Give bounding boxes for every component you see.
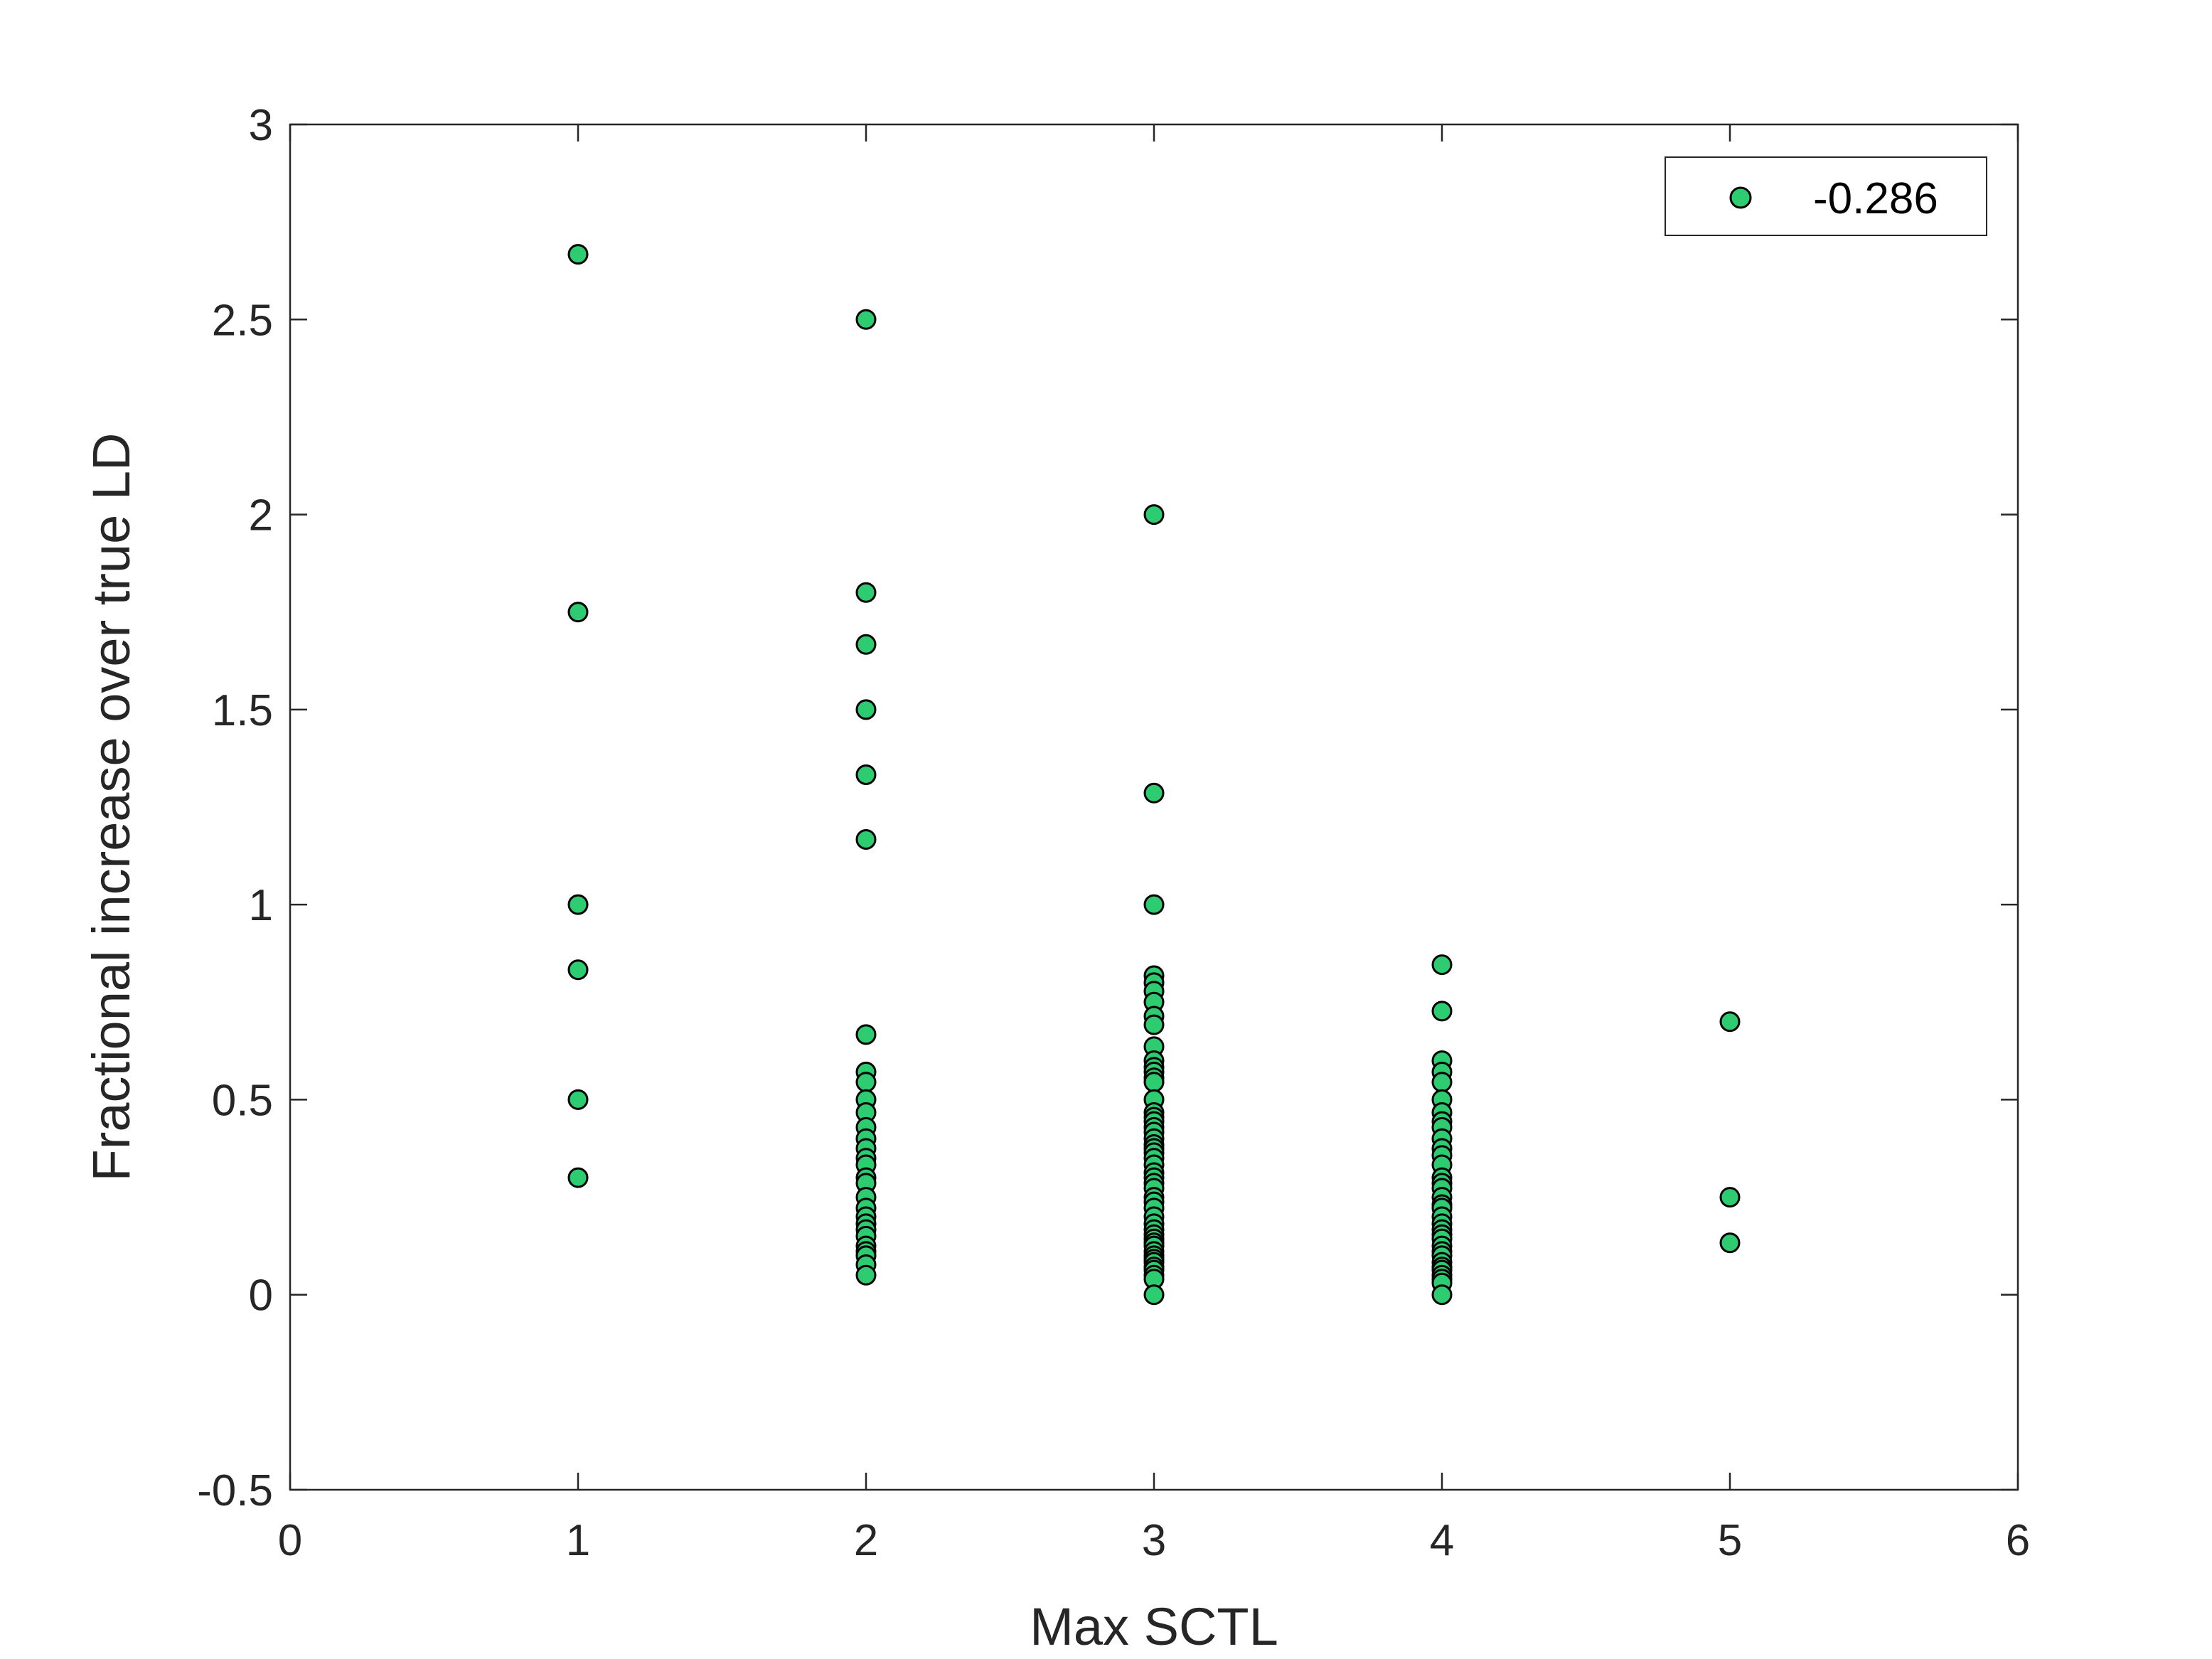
data-point bbox=[1431, 1072, 1453, 1093]
data-point bbox=[1431, 954, 1453, 976]
plot-frame bbox=[289, 123, 2019, 1491]
data-point bbox=[567, 959, 589, 981]
y-tick-label: 2.5 bbox=[212, 296, 273, 345]
data-point bbox=[855, 699, 877, 720]
legend: -0.286 bbox=[1665, 156, 1987, 236]
data-point bbox=[1143, 504, 1165, 526]
data-point bbox=[1719, 1232, 1741, 1254]
data-point bbox=[1143, 894, 1165, 915]
data-point bbox=[1431, 1284, 1453, 1306]
legend-marker bbox=[1729, 186, 1752, 209]
y-tick-label: 3 bbox=[249, 101, 273, 150]
y-tick-label: 0.5 bbox=[212, 1076, 273, 1125]
data-point bbox=[1143, 1014, 1165, 1035]
y-tick-label: 2 bbox=[249, 491, 273, 540]
data-point bbox=[855, 1072, 877, 1093]
y-tick-label: 1.5 bbox=[212, 686, 273, 735]
data-point bbox=[1431, 1001, 1453, 1022]
x-tick-label: 0 bbox=[278, 1516, 302, 1565]
data-point bbox=[567, 244, 589, 265]
data-point bbox=[567, 1089, 589, 1110]
data-points bbox=[567, 244, 1741, 1306]
data-point bbox=[855, 309, 877, 330]
data-point bbox=[855, 1264, 877, 1286]
data-point bbox=[855, 1024, 877, 1045]
x-tick-label: 3 bbox=[1142, 1516, 1166, 1565]
data-point bbox=[1719, 1011, 1741, 1033]
data-point bbox=[567, 602, 589, 623]
legend-label: -0.286 bbox=[1813, 174, 1938, 223]
x-axis-label: Max SCTL bbox=[1030, 1597, 1278, 1656]
y-tick-label: 0 bbox=[249, 1271, 273, 1321]
x-tick-label: 6 bbox=[2006, 1516, 2030, 1565]
tick-labels: 0 1 2 3 4 5 6-0.500.511.522.53 bbox=[197, 101, 2030, 1565]
y-tick-label: 1 bbox=[249, 881, 273, 930]
data-point bbox=[1719, 1187, 1741, 1208]
y-axis-label: Fractional increase over true LD bbox=[82, 433, 141, 1182]
data-point bbox=[855, 764, 877, 785]
x-tick-label: 2 bbox=[854, 1516, 878, 1565]
data-point bbox=[1143, 1072, 1165, 1093]
data-point bbox=[1143, 782, 1165, 804]
x-tick-label: 1 bbox=[566, 1516, 590, 1565]
x-tick-label: 5 bbox=[1718, 1516, 1742, 1565]
y-tick-label: -0.5 bbox=[197, 1466, 273, 1515]
x-tick-label: 4 bbox=[1430, 1516, 1454, 1565]
data-point bbox=[1143, 1284, 1165, 1306]
data-point bbox=[855, 634, 877, 655]
data-point bbox=[855, 582, 877, 603]
data-point bbox=[567, 1167, 589, 1188]
data-point bbox=[567, 894, 589, 915]
legend-box bbox=[1665, 156, 1987, 236]
data-point bbox=[855, 829, 877, 850]
